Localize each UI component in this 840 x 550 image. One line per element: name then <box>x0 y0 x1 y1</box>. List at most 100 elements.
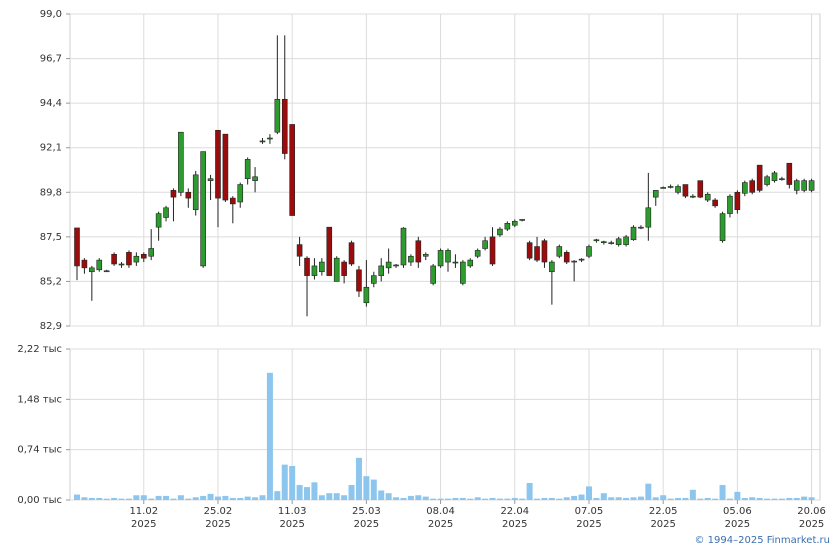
volume-bar <box>519 498 526 500</box>
volume-bar <box>571 495 578 500</box>
volume-bar <box>445 498 451 500</box>
candle-body <box>556 246 563 257</box>
candle-body <box>638 226 644 229</box>
volume-bar <box>229 497 236 500</box>
volume-bar <box>400 497 407 500</box>
y-tick-label: 99,0 <box>40 9 62 20</box>
candle-body <box>445 250 451 263</box>
volume-bar <box>370 479 377 500</box>
candle-body <box>378 265 385 276</box>
volume-bar <box>608 497 615 500</box>
candle-body <box>207 178 214 181</box>
volume-bar <box>697 498 704 500</box>
candle-body <box>712 199 718 207</box>
candle-body <box>370 275 377 284</box>
y-tick-label: 0,00 тыс <box>17 495 62 506</box>
candle-body <box>534 246 540 261</box>
volume-bar <box>623 497 630 500</box>
volume-bar <box>363 476 370 500</box>
candle-body <box>593 239 600 242</box>
volume-bar <box>585 486 592 500</box>
candle-body <box>415 240 422 263</box>
candle-body <box>200 151 206 267</box>
volume-bar <box>407 495 414 500</box>
volume-bar <box>474 497 481 500</box>
volume-bar <box>778 498 785 500</box>
volume-bar <box>741 497 748 500</box>
volume-bar <box>645 483 652 500</box>
x-tick-label: 05.06 2025 <box>723 506 752 530</box>
candle-body <box>333 257 340 282</box>
candle-body <box>103 270 110 273</box>
volume-bar <box>675 497 682 500</box>
volume-bar <box>615 497 622 500</box>
candle-body <box>563 252 570 263</box>
candle-body <box>667 186 674 188</box>
candle-body <box>504 222 511 230</box>
candle-body <box>259 140 266 143</box>
candle-body <box>422 253 429 257</box>
candle-body <box>363 286 370 304</box>
volume-bar <box>259 495 266 500</box>
candle-body <box>252 176 258 181</box>
volume-bar <box>289 465 296 500</box>
volume-bar <box>170 498 177 500</box>
candle-body <box>437 250 444 267</box>
candle-body <box>222 133 229 201</box>
volume-bar <box>801 496 808 500</box>
x-tick-label: 22.04 2025 <box>500 506 530 530</box>
candle-body <box>497 228 503 236</box>
volume-bar <box>437 498 444 500</box>
volume-bar <box>125 498 132 500</box>
volume-bar <box>326 493 333 500</box>
candle-body <box>385 261 392 269</box>
volume-bar <box>712 498 719 500</box>
volume-bar <box>200 495 207 500</box>
copyright: © 1994–2025 Finmarket.ru <box>694 535 830 546</box>
candle-body <box>178 131 184 193</box>
volume-bar <box>81 497 88 500</box>
volume-bar <box>482 498 489 500</box>
candle-body <box>489 236 496 265</box>
volume-bar <box>96 497 103 500</box>
candle-body <box>734 191 741 211</box>
candle-body <box>118 263 125 266</box>
candle-body <box>408 255 414 263</box>
candle-body <box>578 258 585 261</box>
volume-bar <box>459 497 466 500</box>
candle-body <box>474 250 481 257</box>
candle-body <box>652 190 659 198</box>
y-tick-label: 89,8 <box>40 187 62 198</box>
volume-bar <box>274 491 281 500</box>
volume-bar <box>74 494 80 500</box>
volume-bar <box>682 497 689 500</box>
candle-body <box>704 193 711 201</box>
candle-body <box>519 219 526 221</box>
candle-body <box>623 236 629 245</box>
candle-body <box>645 207 652 228</box>
volume-bar <box>719 485 726 500</box>
y-tick-label: 96,7 <box>40 54 62 65</box>
volume-bar <box>385 493 392 500</box>
candle-body <box>779 178 785 181</box>
volume-bar <box>726 498 733 500</box>
y-tick-label: 92,1 <box>40 143 62 154</box>
candle-body <box>460 261 466 284</box>
volume-bar <box>177 495 184 500</box>
volume-bar <box>103 498 110 500</box>
candle-body <box>400 227 407 266</box>
y-tick-label: 1,48 тыс <box>17 394 62 405</box>
candle-body <box>163 207 169 218</box>
volume-bar <box>252 497 259 500</box>
candle-body <box>133 255 140 263</box>
volume-bar <box>244 496 251 500</box>
volume-bar <box>133 495 140 500</box>
volume-bar <box>281 464 288 500</box>
candle-body <box>741 182 748 194</box>
volume-bar <box>304 487 311 500</box>
candle-body <box>319 261 325 273</box>
candle-body <box>452 261 459 264</box>
volume-bar <box>348 485 355 500</box>
